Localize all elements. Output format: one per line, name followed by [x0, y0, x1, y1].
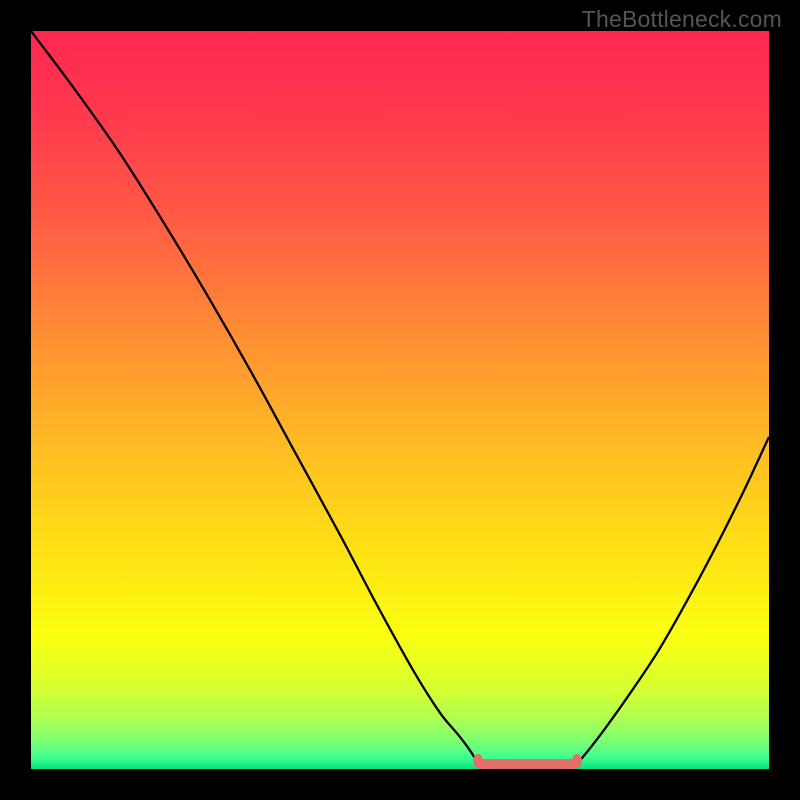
plot-area — [31, 31, 769, 769]
curve-left-branch — [31, 31, 478, 764]
bottleneck-curve — [31, 31, 769, 769]
segment-endcap-right — [572, 754, 582, 768]
flat-bottom-segment — [476, 759, 579, 769]
watermark-text: TheBottleneck.com — [582, 6, 782, 33]
curve-right-branch — [577, 437, 769, 764]
